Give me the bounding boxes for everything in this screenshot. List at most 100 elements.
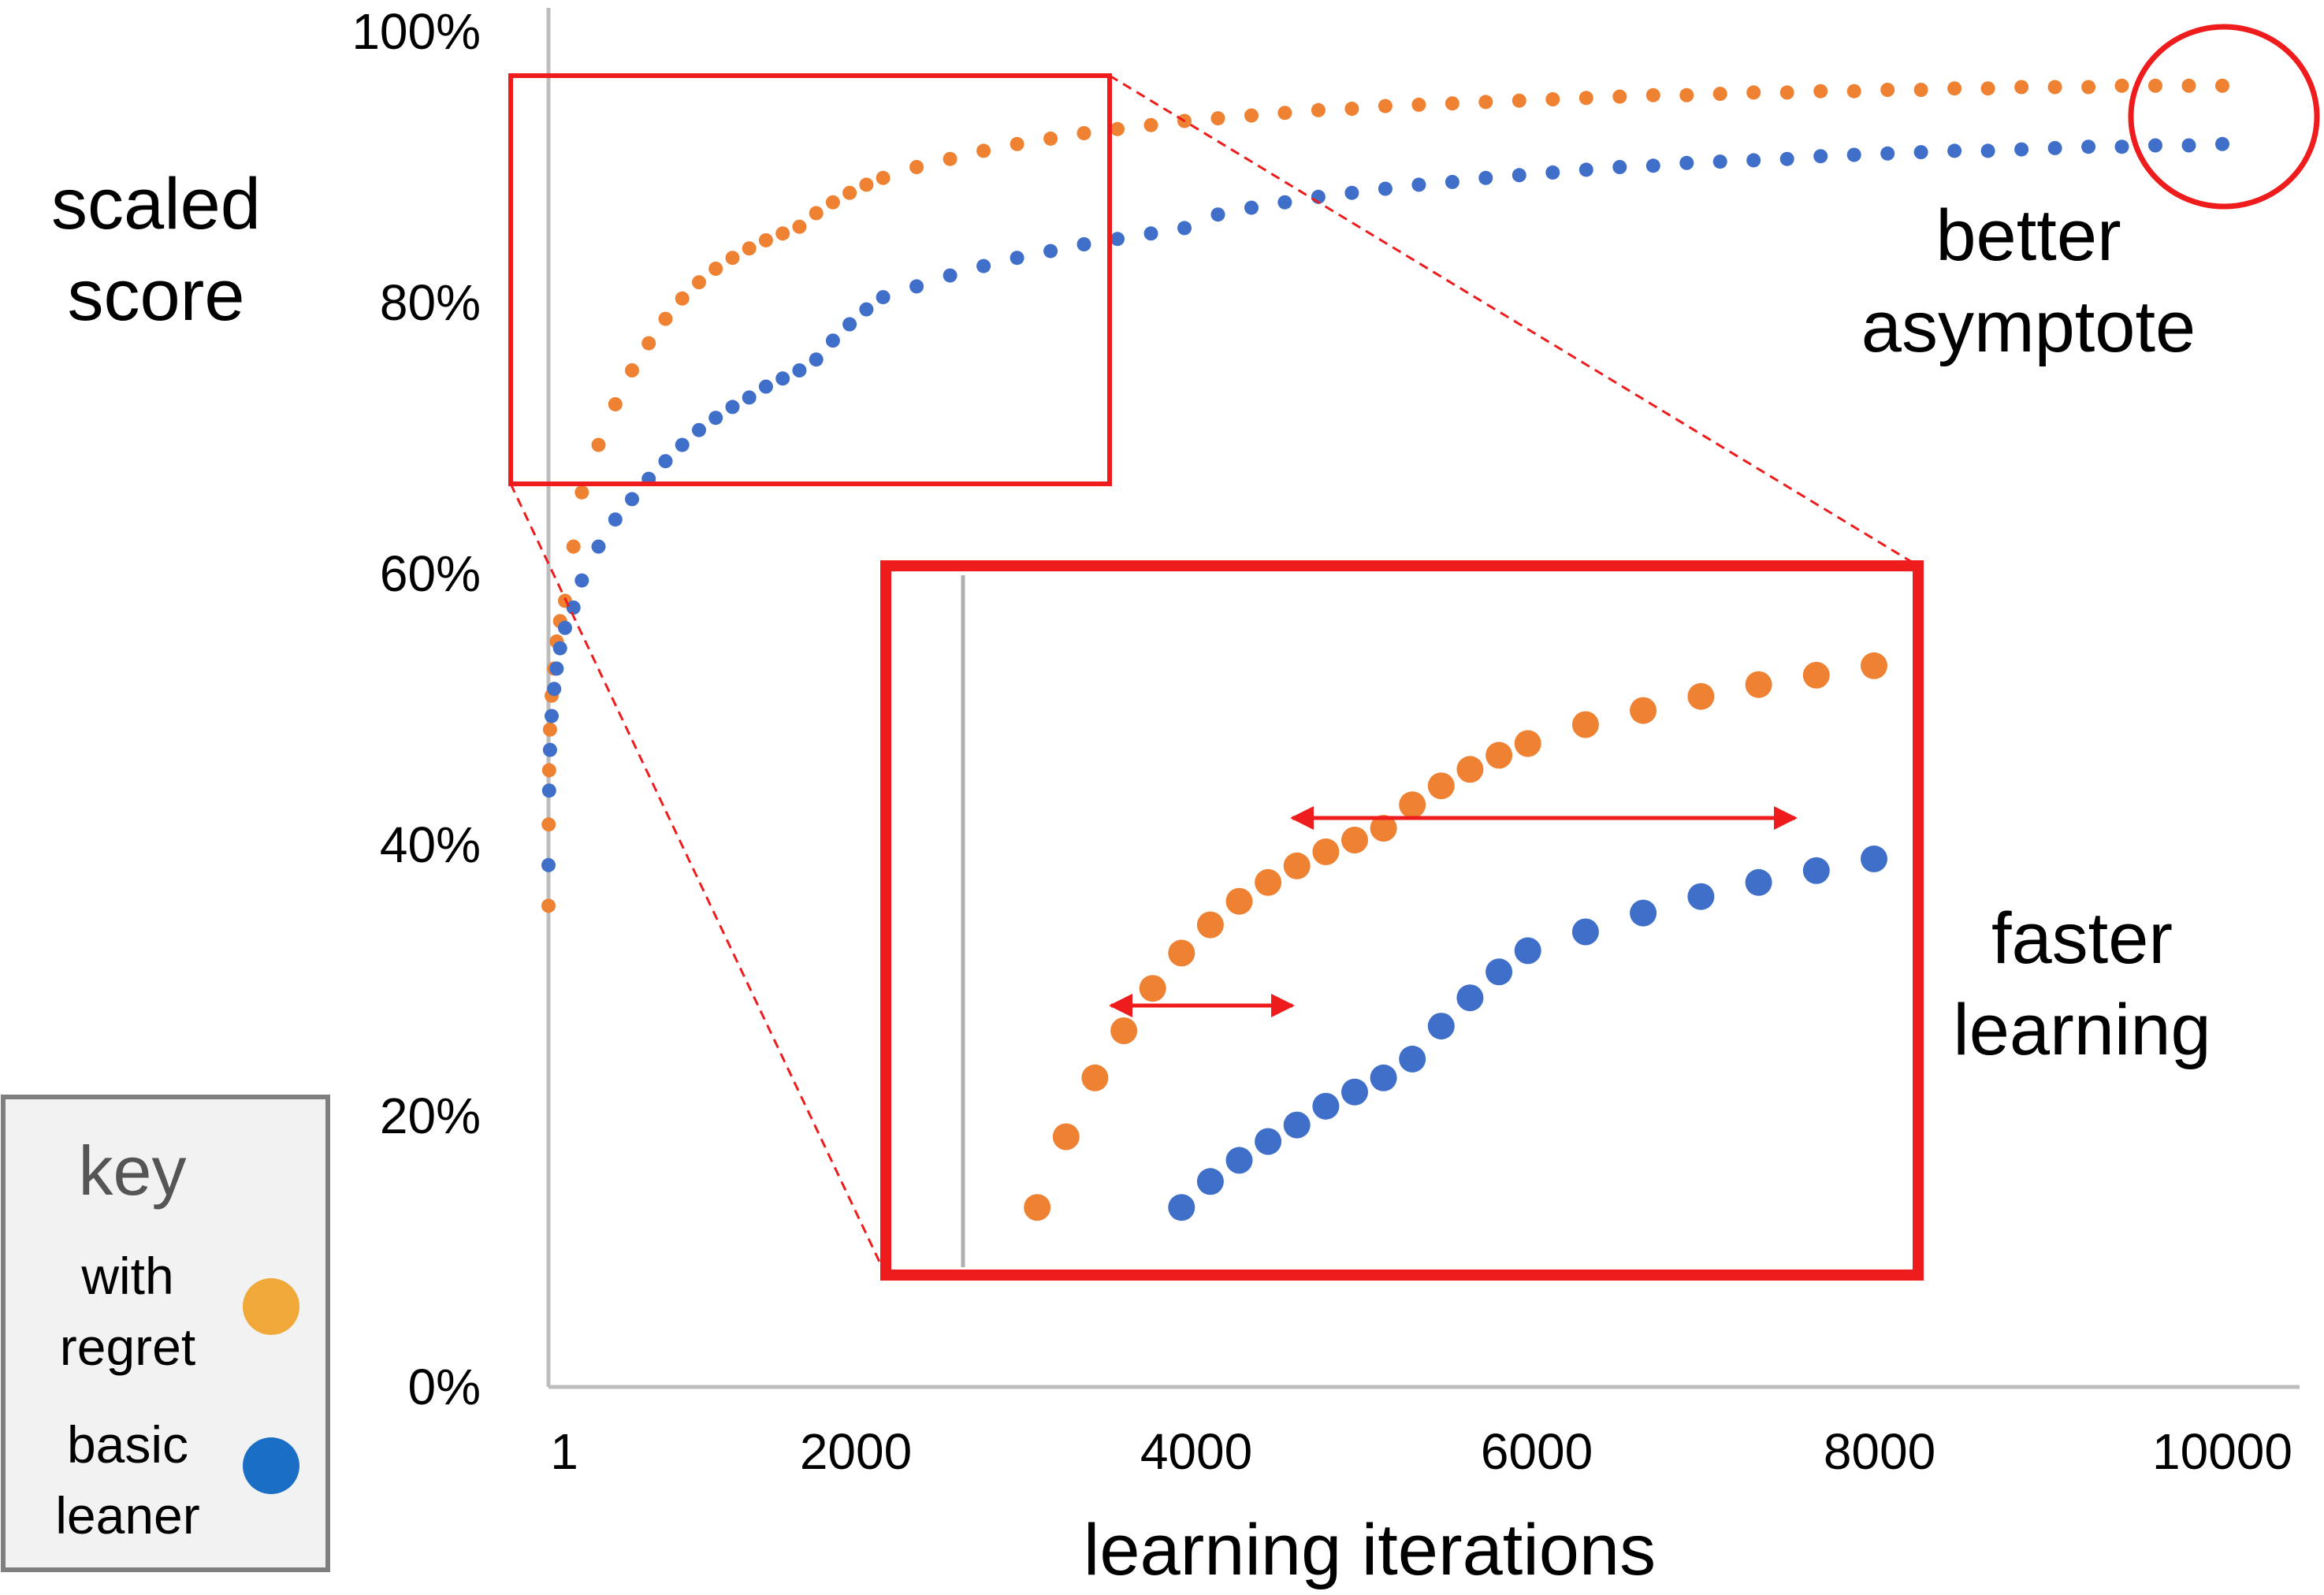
data-point (2014, 142, 2029, 157)
data-point (825, 195, 840, 210)
data-point (1712, 154, 1727, 169)
text-line: leaner (55, 1486, 199, 1545)
data-point (758, 379, 773, 394)
inset-data-point (1081, 1064, 1109, 1091)
data-point (608, 512, 623, 527)
data-point (2148, 78, 2162, 93)
data-point (1913, 83, 1928, 97)
inset-data-point (1196, 1168, 1224, 1195)
data-point (1311, 102, 1326, 117)
data-point (1110, 121, 1125, 136)
data-point (909, 279, 924, 294)
inset-data-point (1687, 682, 1715, 710)
data-point (566, 600, 581, 615)
inset-data-point (1399, 1045, 1426, 1073)
data-point (2114, 78, 2129, 93)
data-point (552, 641, 567, 656)
series-layer (541, 78, 2229, 913)
data-point (775, 226, 790, 241)
inset-data-point (1225, 1147, 1253, 1174)
data-point (1645, 158, 1660, 173)
data-point (1813, 149, 1828, 164)
data-point (1210, 207, 1225, 222)
data-point (842, 185, 857, 200)
data-point (876, 290, 891, 305)
data-point (1143, 226, 1158, 241)
data-point (842, 317, 857, 332)
data-point (2181, 78, 2196, 93)
data-point (1445, 96, 1459, 111)
inset-data-point (1514, 730, 1541, 757)
inset-data-point (1427, 1013, 1455, 1040)
data-point (1545, 92, 1560, 106)
data-point (591, 437, 606, 452)
data-point (542, 722, 557, 737)
data-point (2047, 140, 2062, 155)
data-point (658, 454, 673, 469)
inset-data-point (1456, 984, 1484, 1012)
inset-data-point (1486, 958, 1513, 986)
x-axis-title: learning iterations (1084, 1510, 1656, 1590)
data-point (876, 170, 891, 185)
data-point (1980, 143, 1995, 158)
inset-data-point (1486, 742, 1513, 769)
inset-data-point (1283, 852, 1311, 879)
data-point (1143, 117, 1158, 132)
data-point (1478, 170, 1493, 185)
data-point (541, 817, 556, 832)
inset-data-point (1024, 1194, 1051, 1221)
zoom-connector-line (1109, 74, 1919, 567)
y-axis-title: scaled score (51, 164, 261, 336)
x-tick-labels: 1 2000 4000 6000 8000 10000 (550, 1423, 2292, 1480)
data-point (976, 143, 991, 158)
inset-data-point (1341, 827, 1368, 853)
data-point (825, 333, 840, 348)
y-tick-label: 60% (380, 545, 481, 602)
data-point (2114, 139, 2129, 154)
inset-data-point (1312, 838, 1340, 865)
data-point (2215, 136, 2229, 151)
data-point (792, 219, 807, 234)
zoom-source-box (508, 73, 1112, 486)
data-point (976, 258, 991, 273)
data-point (675, 291, 690, 306)
data-point (2081, 80, 2096, 95)
inset-data-point (1514, 937, 1541, 965)
data-point (1110, 232, 1125, 247)
text-line: basic (67, 1415, 188, 1474)
y-tick-label: 80% (380, 274, 481, 331)
data-point (1578, 162, 1593, 177)
legend-label-basic-leaner: basic leaner (55, 1415, 199, 1545)
data-point (541, 783, 556, 798)
inset-data-point (1630, 697, 1657, 724)
data-point (809, 352, 824, 367)
data-point (1880, 83, 1895, 97)
series-basic-leaner (541, 136, 2229, 872)
data-point (943, 151, 957, 166)
data-point (1512, 168, 1526, 183)
data-point (1779, 151, 1794, 166)
data-point (1578, 91, 1593, 106)
data-point (1980, 81, 1995, 96)
data-point (1478, 95, 1493, 110)
data-point (943, 268, 957, 283)
text-line: with (80, 1247, 173, 1305)
data-point (1679, 87, 1694, 102)
data-point (545, 708, 559, 723)
data-point (859, 302, 874, 317)
inset-data-point (1745, 868, 1772, 896)
data-point (549, 661, 564, 676)
data-point (1010, 136, 1024, 151)
data-point (542, 742, 557, 757)
data-point (1947, 81, 1962, 96)
inset-data-point (1802, 661, 1830, 689)
inset-data-point (1196, 911, 1224, 939)
y-tick-labels: 100% 80% 60% 40% 20% 0% (351, 3, 481, 1415)
y-tick-label: 40% (380, 816, 481, 873)
data-point (1411, 177, 1426, 192)
x-tick-label: 1 (550, 1423, 578, 1480)
legend-title: key (79, 1132, 187, 1210)
data-point (1512, 93, 1526, 108)
data-point (547, 682, 562, 697)
